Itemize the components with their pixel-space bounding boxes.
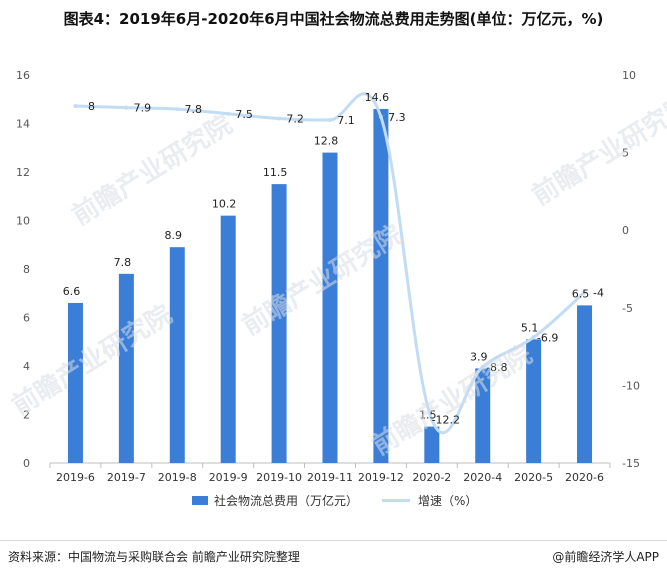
growth-point xyxy=(124,105,129,110)
line-data-label: 7.3 xyxy=(388,111,406,124)
x-tick-label: 2020-5 xyxy=(514,471,553,484)
bar xyxy=(220,215,236,463)
line-data-label: 7.1 xyxy=(337,114,355,127)
x-tick-label: 2019-11 xyxy=(307,471,353,484)
bar-data-label: 6.6 xyxy=(63,285,81,298)
bar xyxy=(373,108,389,463)
y-left-tick-label: 14 xyxy=(16,118,30,131)
y-left-tick-label: 4 xyxy=(23,360,30,373)
bar xyxy=(475,368,491,463)
y-left-tick-label: 8 xyxy=(23,263,30,276)
line-data-label: -4 xyxy=(593,286,604,299)
line-data-label: 7.2 xyxy=(286,112,304,125)
bar xyxy=(322,152,338,463)
bar-data-label: 6.5 xyxy=(572,287,590,300)
x-tick-label: 2019-6 xyxy=(56,471,95,484)
x-tick-label: 2019-7 xyxy=(107,471,146,484)
y-right-tick-label: 0 xyxy=(622,224,629,237)
footer: 资料来源：中国物流与采购联合会 前瞻产业研究院整理 @前瞻经济学人APP xyxy=(0,540,667,568)
bar xyxy=(271,184,287,463)
bar xyxy=(424,426,440,463)
bar-data-label: 12.8 xyxy=(314,135,339,148)
y-left-tick-label: 12 xyxy=(16,166,30,179)
growth-point xyxy=(531,335,536,340)
brand-credit: @前瞻经济学人APP xyxy=(552,550,659,564)
x-tick-label: 2019-12 xyxy=(358,471,404,484)
line-data-label: -6.9 xyxy=(537,331,558,344)
legend-swatch-line xyxy=(382,499,410,502)
source-note: 资料来源：中国物流与采购联合会 前瞻产业研究院整理 xyxy=(8,550,300,564)
legend-label-bar: 社会物流总费用（万亿元） xyxy=(214,494,359,508)
bar-data-label: 5.1 xyxy=(521,321,539,334)
bar xyxy=(118,273,134,463)
x-tick-label: 2020-4 xyxy=(463,471,502,484)
legend-swatch-bar xyxy=(192,496,208,505)
y-right-tick-label: -15 xyxy=(622,457,640,470)
line-data-label: -12.2 xyxy=(432,414,460,427)
bar xyxy=(577,305,593,463)
footer-divider xyxy=(0,540,667,541)
y-right-tick-label: 5 xyxy=(622,147,629,160)
growth-point xyxy=(73,104,78,109)
bar xyxy=(169,247,185,463)
line-data-label: 7.5 xyxy=(235,108,253,121)
bar xyxy=(526,339,542,463)
bar-data-label: 1.5 xyxy=(419,409,437,422)
growth-point xyxy=(277,116,282,121)
legend: 社会物流总费用（万亿元） 增速（%） xyxy=(0,492,667,512)
bar-data-label: 11.5 xyxy=(263,166,288,179)
x-tick-label: 2020-6 xyxy=(565,471,604,484)
bar-data-label: 8.9 xyxy=(165,229,183,242)
growth-point xyxy=(226,111,231,116)
x-tick-label: 2020-2 xyxy=(412,471,451,484)
bar-data-label: 14.6 xyxy=(365,91,390,104)
bar-data-label: 10.2 xyxy=(212,198,237,211)
line-data-label: 8 xyxy=(88,100,95,113)
growth-point xyxy=(378,114,383,119)
growth-point xyxy=(328,118,332,123)
bar xyxy=(67,302,83,463)
y-left-tick-label: 10 xyxy=(16,215,30,228)
legend-item-bar: 社会物流总费用（万亿元） xyxy=(192,492,358,509)
y-left-tick-label: 16 xyxy=(16,69,30,82)
growth-point xyxy=(582,290,587,295)
y-left-tick-label: 2 xyxy=(23,409,30,422)
x-tick-label: 2019-10 xyxy=(256,471,302,484)
y-left-tick-label: 0 xyxy=(23,457,30,470)
bar-data-label: 3.9 xyxy=(470,350,488,363)
chart-title: 图表4：2019年6月-2020年6月中国社会物流总费用走势图(单位：万亿元，%… xyxy=(63,10,604,28)
growth-point xyxy=(480,364,485,369)
y-right-tick-label: 10 xyxy=(622,69,636,82)
line-data-label: -8.8 xyxy=(486,361,507,374)
line-data-label: 7.9 xyxy=(134,102,152,115)
y-right-tick-label: -5 xyxy=(622,302,633,315)
y-left-tick-label: 6 xyxy=(23,312,30,325)
y-right-tick-label: -10 xyxy=(622,379,640,392)
growth-point xyxy=(429,417,434,422)
legend-item-line: 增速（%） xyxy=(382,492,477,509)
growth-point xyxy=(175,107,180,112)
x-tick-label: 2019-9 xyxy=(209,471,248,484)
x-tick-label: 2019-8 xyxy=(158,471,197,484)
legend-label-line: 增速（%） xyxy=(418,494,478,508)
chart-area: 0 2 4 6 8 10 12 14 16 -15 -10 -5 0 5 10 2019-6 2019-7 201… xyxy=(16,69,640,484)
line-data-label: 7.8 xyxy=(185,103,203,116)
bar-data-label: 7.8 xyxy=(114,256,132,269)
